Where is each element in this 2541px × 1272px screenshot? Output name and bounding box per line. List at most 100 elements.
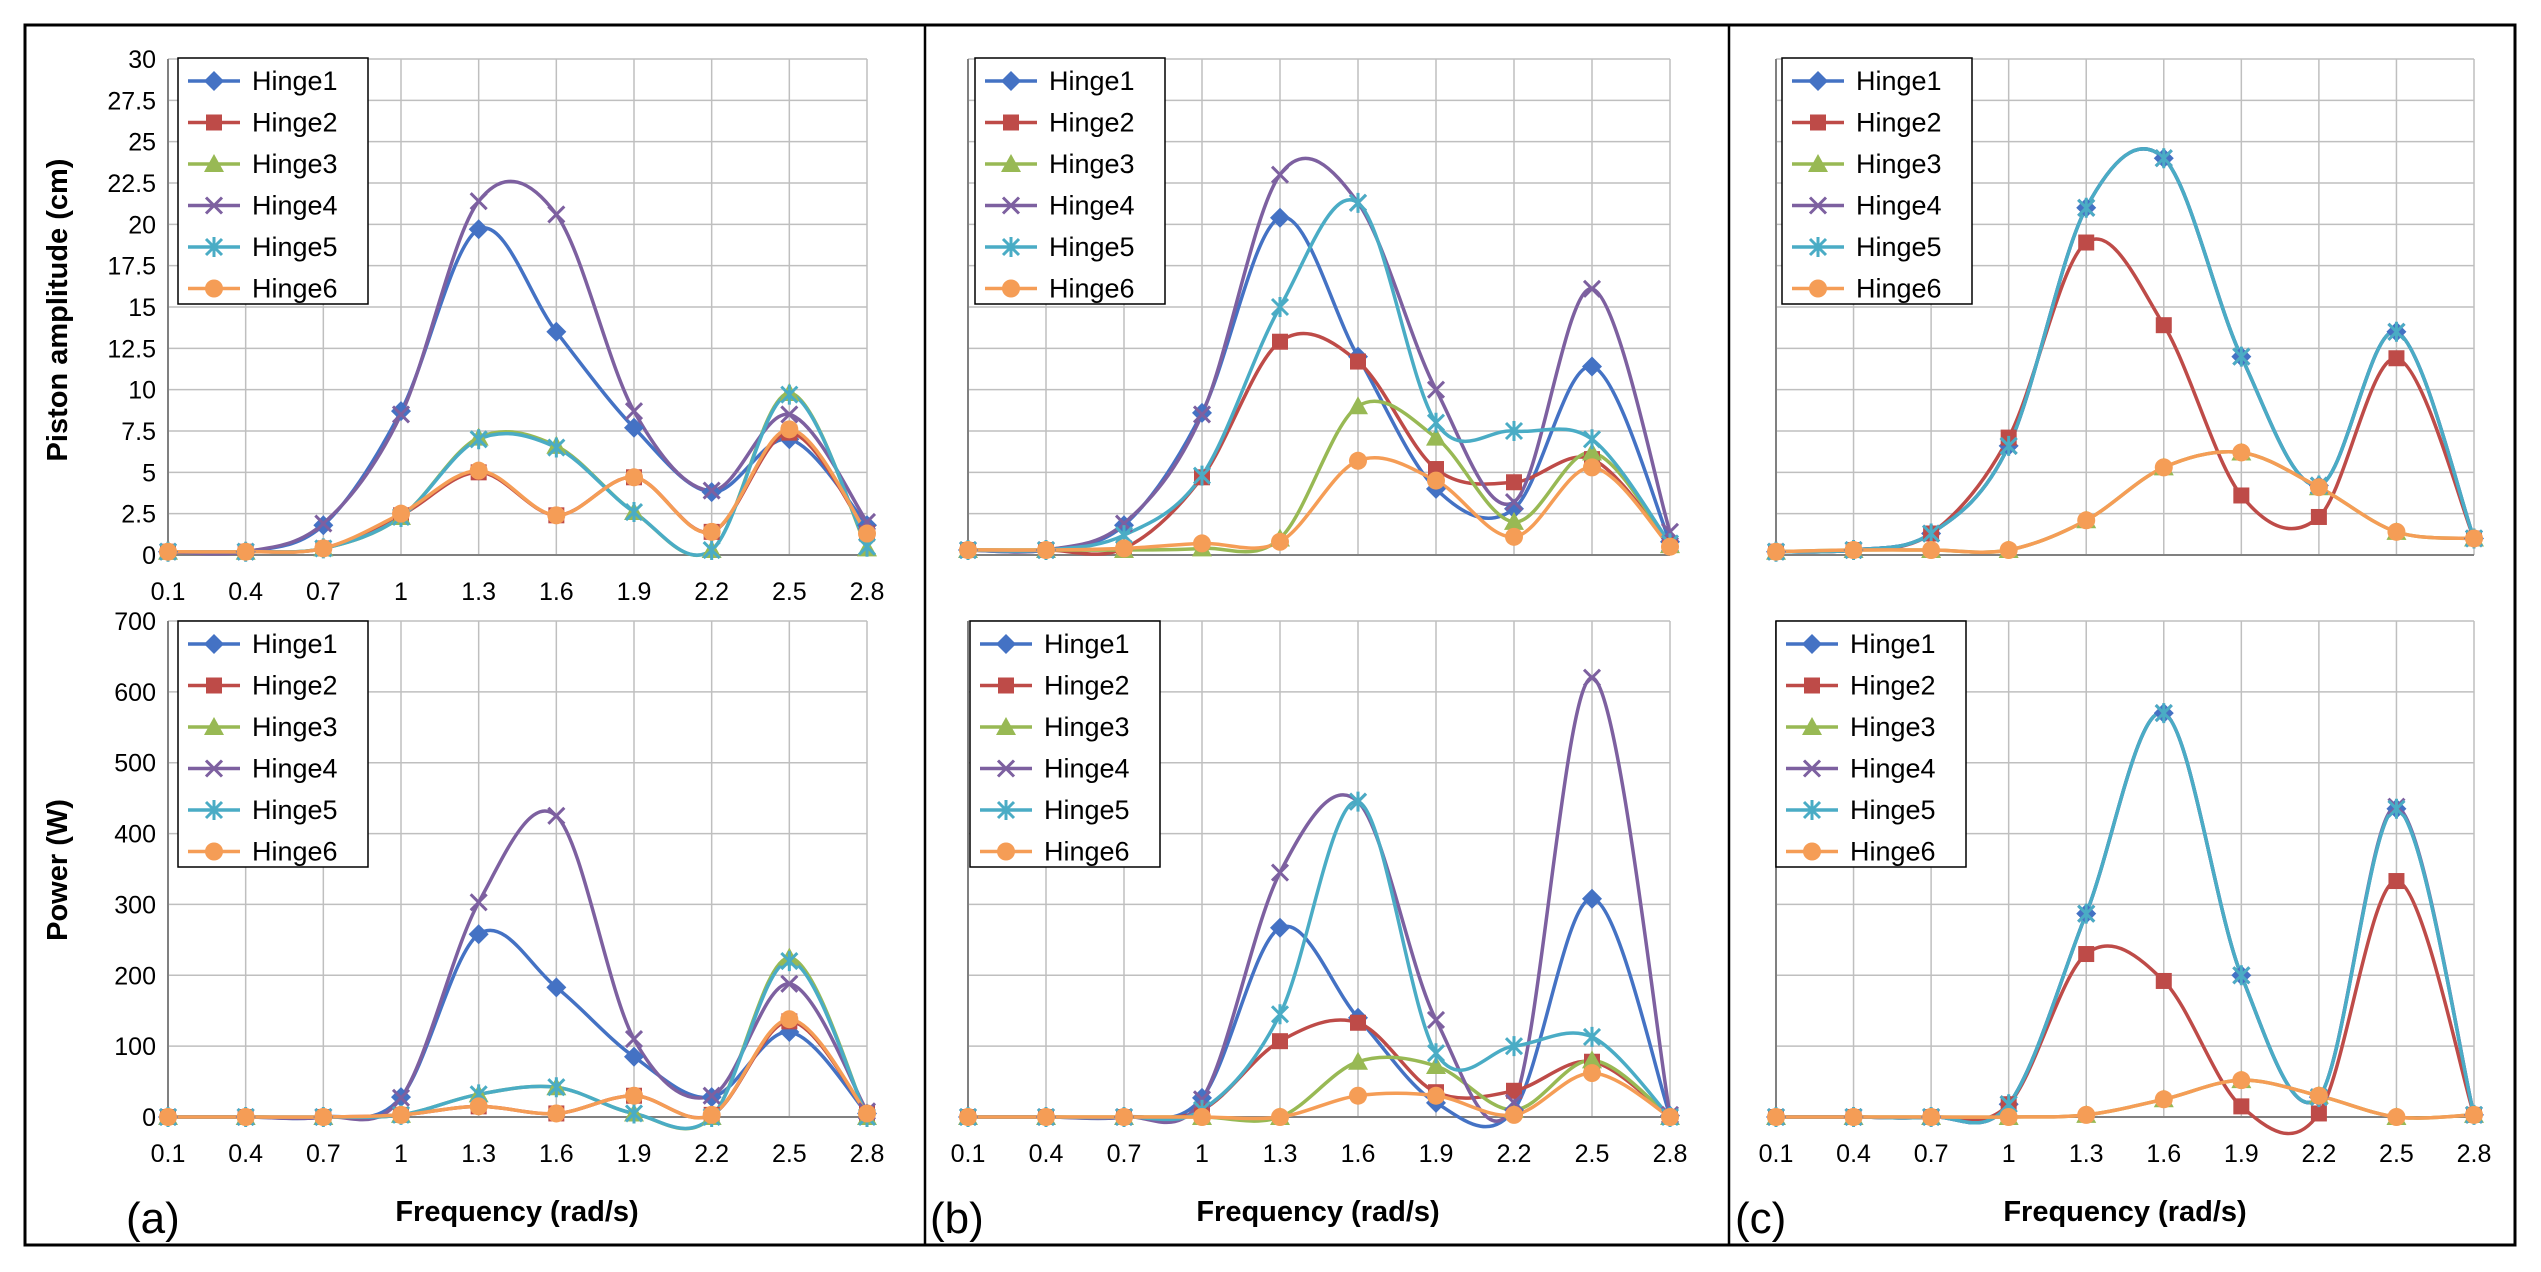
point-hinge6 bbox=[1349, 1086, 1367, 1105]
point-hinge5 bbox=[1504, 421, 1524, 441]
y-tick-label: 17.5 bbox=[107, 253, 156, 281]
legend-box bbox=[1781, 57, 1973, 305]
point-hinge1 bbox=[1270, 917, 1290, 938]
x-tick-label: 0.4 bbox=[1836, 1140, 1871, 1168]
point-hinge6 bbox=[2465, 529, 2483, 548]
legend-label-hinge3: Hinge3 bbox=[1044, 712, 1130, 742]
legend-box bbox=[177, 57, 369, 305]
point-hinge5 bbox=[2387, 798, 2406, 819]
legend-marker-hinge4 bbox=[204, 759, 224, 778]
point-hinge6 bbox=[1767, 1108, 1785, 1126]
point-hinge6 bbox=[1193, 1108, 1211, 1126]
point-hinge6 bbox=[547, 506, 566, 525]
x-tick-label: 1.3 bbox=[2069, 1140, 2104, 1168]
legend-marker-hinge1 bbox=[204, 71, 224, 91]
point-hinge6 bbox=[1844, 1108, 1863, 1126]
point-hinge1 bbox=[1270, 207, 1290, 228]
point-hinge6 bbox=[159, 542, 177, 561]
legend-marker-hinge2 bbox=[1810, 114, 1826, 131]
point-hinge6 bbox=[1115, 539, 1133, 558]
y-tick-label: 20 bbox=[128, 211, 156, 239]
point-hinge4 bbox=[391, 1088, 411, 1107]
legend-label-hinge6: Hinge6 bbox=[1856, 274, 1942, 304]
legend-marker-hinge1 bbox=[1802, 634, 1822, 654]
x-tick-label: 0.7 bbox=[1914, 1140, 1949, 1168]
point-hinge6 bbox=[1271, 532, 1289, 551]
legend-marker-hinge5 bbox=[204, 800, 224, 820]
legend-label-hinge3: Hinge3 bbox=[252, 149, 338, 179]
x-tick-label: 2.5 bbox=[1575, 1140, 1610, 1168]
y-tick-label: 25 bbox=[128, 129, 156, 157]
panel-label-b: (b) bbox=[930, 1194, 984, 1243]
point-hinge5 bbox=[1999, 435, 2018, 456]
legend-label-hinge3: Hinge3 bbox=[1049, 149, 1135, 179]
x-tick-label: 1.3 bbox=[1263, 1140, 1298, 1168]
point-hinge4 bbox=[624, 402, 644, 421]
point-hinge6 bbox=[2465, 1105, 2483, 1124]
x-tick-label: 0.1 bbox=[151, 1140, 186, 1168]
legend-marker-hinge4 bbox=[204, 196, 224, 215]
legend-label-hinge1: Hinge1 bbox=[252, 629, 338, 659]
legend-marker-hinge1 bbox=[1808, 71, 1828, 91]
legend-marker-hinge3 bbox=[204, 717, 224, 735]
point-hinge6 bbox=[547, 1104, 566, 1123]
point-hinge6 bbox=[1999, 541, 2018, 560]
point-hinge6 bbox=[1583, 458, 1601, 477]
point-hinge6 bbox=[2309, 1086, 2328, 1105]
point-hinge6 bbox=[1922, 1108, 1941, 1126]
point-hinge6 bbox=[2154, 458, 2173, 477]
x-tick-label: 1.3 bbox=[461, 1140, 496, 1168]
point-hinge5 bbox=[1348, 192, 1368, 213]
y-tick-label: 200 bbox=[114, 962, 156, 990]
legend-label-hinge2: Hinge2 bbox=[252, 108, 338, 138]
legend-label-hinge5: Hinge5 bbox=[252, 232, 338, 262]
point-hinge5 bbox=[547, 1077, 566, 1098]
x-tick-label: 2.2 bbox=[2302, 1140, 2337, 1168]
point-hinge1 bbox=[1582, 888, 1602, 909]
point-hinge6 bbox=[2154, 1090, 2173, 1109]
point-hinge2 bbox=[1350, 353, 1366, 370]
xlabel-frequency-b: Frequency (rad/s) bbox=[1196, 1196, 1439, 1228]
point-hinge6 bbox=[1661, 1108, 1679, 1126]
point-hinge5 bbox=[780, 951, 799, 972]
point-hinge2 bbox=[1506, 1082, 1522, 1099]
point-hinge4 bbox=[780, 405, 799, 424]
legend-marker-hinge3 bbox=[204, 154, 224, 172]
point-hinge6 bbox=[858, 524, 876, 543]
legend-label-hinge1: Hinge1 bbox=[1856, 66, 1942, 96]
x-tick-label: 0.1 bbox=[1759, 1140, 1794, 1168]
point-hinge6 bbox=[1505, 1105, 1523, 1124]
point-hinge5 bbox=[2232, 965, 2251, 986]
point-hinge6 bbox=[702, 522, 721, 541]
legend-label-hinge4: Hinge4 bbox=[1856, 191, 1942, 221]
point-hinge5 bbox=[469, 429, 488, 450]
point-hinge6 bbox=[959, 541, 977, 560]
x-tick-label: 0.1 bbox=[151, 578, 186, 606]
point-hinge4 bbox=[702, 481, 721, 500]
point-hinge4 bbox=[547, 205, 566, 224]
point-hinge6 bbox=[392, 1105, 410, 1124]
point-hinge3 bbox=[1426, 427, 1446, 446]
legend-marker-hinge4 bbox=[1001, 196, 1021, 215]
y-tick-label: 500 bbox=[114, 750, 156, 778]
x-tick-label: 1.9 bbox=[1419, 1140, 1454, 1168]
point-hinge6 bbox=[469, 1097, 488, 1116]
point-hinge6 bbox=[392, 504, 410, 523]
legend-marker-hinge4 bbox=[1802, 759, 1822, 778]
legend-label-hinge4: Hinge4 bbox=[252, 191, 338, 221]
xlabel-frequency-c: Frequency (rad/s) bbox=[2003, 1196, 2246, 1228]
x-tick-label: 2.8 bbox=[850, 578, 885, 606]
legend-marker-hinge3 bbox=[1802, 717, 1822, 735]
legend-marker-hinge5 bbox=[204, 237, 224, 257]
legend-label-hinge3: Hinge3 bbox=[1850, 712, 1936, 742]
legend-label-hinge5: Hinge5 bbox=[1044, 795, 1130, 825]
point-hinge5 bbox=[547, 437, 566, 458]
point-hinge5 bbox=[2232, 346, 2251, 367]
point-hinge1 bbox=[1582, 356, 1602, 377]
point-hinge6 bbox=[625, 1086, 643, 1105]
point-hinge6 bbox=[2232, 1071, 2251, 1090]
point-hinge2 bbox=[2310, 508, 2327, 525]
x-tick-label: 2.8 bbox=[1653, 1140, 1688, 1168]
legend-label-hinge1: Hinge1 bbox=[1850, 629, 1936, 659]
y-tick-label: 22.5 bbox=[107, 170, 156, 198]
